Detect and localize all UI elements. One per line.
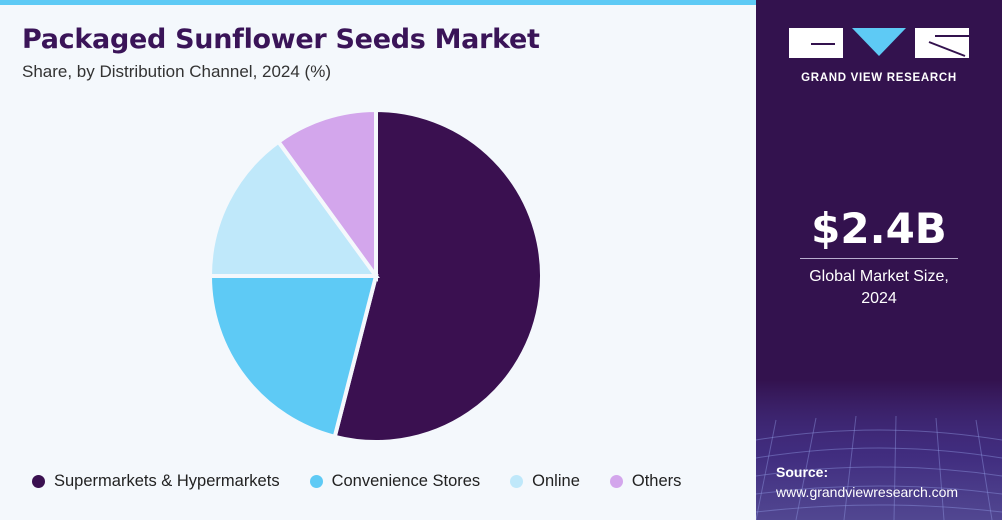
chart-legend: Supermarkets & Hypermarkets Convenience … <box>32 472 681 491</box>
pie-slice-convenience-stores <box>207 274 379 440</box>
market-size-label: Global Market Size, 2024 <box>756 266 1002 310</box>
legend-swatch-others <box>609 475 623 488</box>
pie-slice-supermarkets <box>332 107 544 444</box>
legend-swatch-supermarkets <box>32 475 45 488</box>
market-size-label-line1: Global Market Size, <box>809 268 949 285</box>
legend-label-supermarkets: Supermarkets & Hypermarkets <box>54 472 280 490</box>
logo-text: GRAND VIEW RESEARCH <box>801 72 957 84</box>
legend-label-others: Others <box>631 472 682 490</box>
top-accent-bar <box>0 0 756 5</box>
pie-slice-online <box>207 138 380 278</box>
legend-label-convenience-stores: Convenience Stores <box>331 472 481 490</box>
source-url[interactable]: www.grandviewresearch.com <box>776 484 959 500</box>
legend-swatch-online <box>510 475 524 488</box>
source-label: Source: <box>776 464 829 480</box>
chart-title: Packaged Sunflower Seeds Market <box>22 24 540 55</box>
chart-subtitle: Share, by Distribution Channel, 2024 (%) <box>22 62 331 81</box>
legend-label-online: Online <box>532 472 580 490</box>
legend-item-supermarkets: Supermarkets & Hypermarkets <box>32 472 280 491</box>
legend-item-convenience-stores: Convenience Stores <box>309 472 481 491</box>
chart-panel: Packaged Sunflower Seeds Market Share, b… <box>0 0 756 520</box>
market-size-label-line2: 2024 <box>861 290 897 307</box>
legend-item-online: Online <box>510 472 580 491</box>
market-size-divider <box>800 258 958 259</box>
info-sidebar: GRAND VIEW RESEARCH $2.4B Global Market … <box>756 0 1002 520</box>
legend-swatch-convenience-stores <box>309 475 323 488</box>
legend-item-others: Others <box>609 472 682 491</box>
market-size-value: $2.4B <box>811 204 947 253</box>
pie-chart <box>207 107 544 444</box>
grand-view-research-logo: GRAND VIEW RESEARCH <box>789 28 969 84</box>
logo-graphic <box>789 28 969 58</box>
grid-background-graphic <box>756 380 1002 520</box>
source-block: Source: www.grandviewresearch.com <box>776 462 958 502</box>
pie-slice-others <box>275 107 378 283</box>
